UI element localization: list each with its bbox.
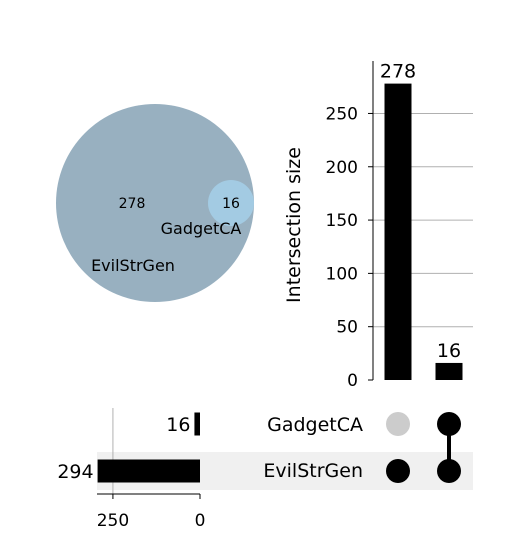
intersection-bar-chart: 0 50 100 150 200 250 278 16 Intersection size	[283, 61, 473, 391]
set-size-bar	[194, 412, 200, 436]
intersection-tick-label: 0	[347, 371, 358, 391]
matrix-dot-active	[437, 412, 461, 436]
intersection-bar-label: 16	[437, 340, 461, 362]
intersection-bar	[435, 362, 463, 380]
set-size-tick-label: 250	[97, 511, 129, 531]
matrix-row-label-gadgetca: GadgetCA	[267, 414, 363, 436]
matrix-dot-active	[386, 459, 410, 483]
venn-set-label-evilstrgen: EvilStrGen	[91, 256, 175, 275]
set-size-bars: 16 294	[57, 412, 200, 483]
venn-circle-gadgetca	[208, 180, 254, 226]
intersection-tick-label: 250	[326, 104, 358, 124]
set-size-bar-label: 16	[166, 414, 190, 436]
intersection-tick-label: 150	[326, 211, 358, 231]
intersection-y-ticks: 0 50 100 150 200 250	[326, 104, 373, 391]
venn-circle-evilstrgen	[56, 104, 254, 302]
set-size-tick-label: 0	[195, 511, 206, 531]
matrix-dot-inactive	[386, 412, 410, 436]
venn-set-label-gadgetca: GadgetCA	[161, 219, 242, 238]
venn-region-label-only-evilstrgen: 278	[119, 196, 146, 212]
intersection-y-axis-label: Intersection size	[283, 147, 305, 303]
membership-matrix: GadgetCA EvilStrGen	[97, 412, 473, 490]
set-size-bar-label: 294	[57, 461, 93, 483]
intersection-tick-label: 200	[326, 158, 358, 178]
matrix-dot-active	[437, 459, 461, 483]
set-size-bar	[97, 459, 200, 483]
intersection-tick-label: 50	[336, 318, 358, 338]
intersection-tick-label: 100	[326, 264, 358, 284]
matrix-row-label-evilstrgen: EvilStrGen	[263, 460, 363, 482]
set-size-x-ticks: 250 0	[97, 494, 206, 531]
venn-region-label-overlap: 16	[222, 196, 240, 212]
matrix-dots	[386, 412, 461, 483]
intersection-bar	[384, 83, 412, 380]
venn-diagram: 278 16 GadgetCA EvilStrGen	[56, 104, 254, 302]
intersection-bars: 278 16	[380, 61, 463, 380]
set-size-bar-chart: 16 294 250 0	[57, 408, 205, 531]
intersection-bar-label: 278	[380, 61, 416, 83]
